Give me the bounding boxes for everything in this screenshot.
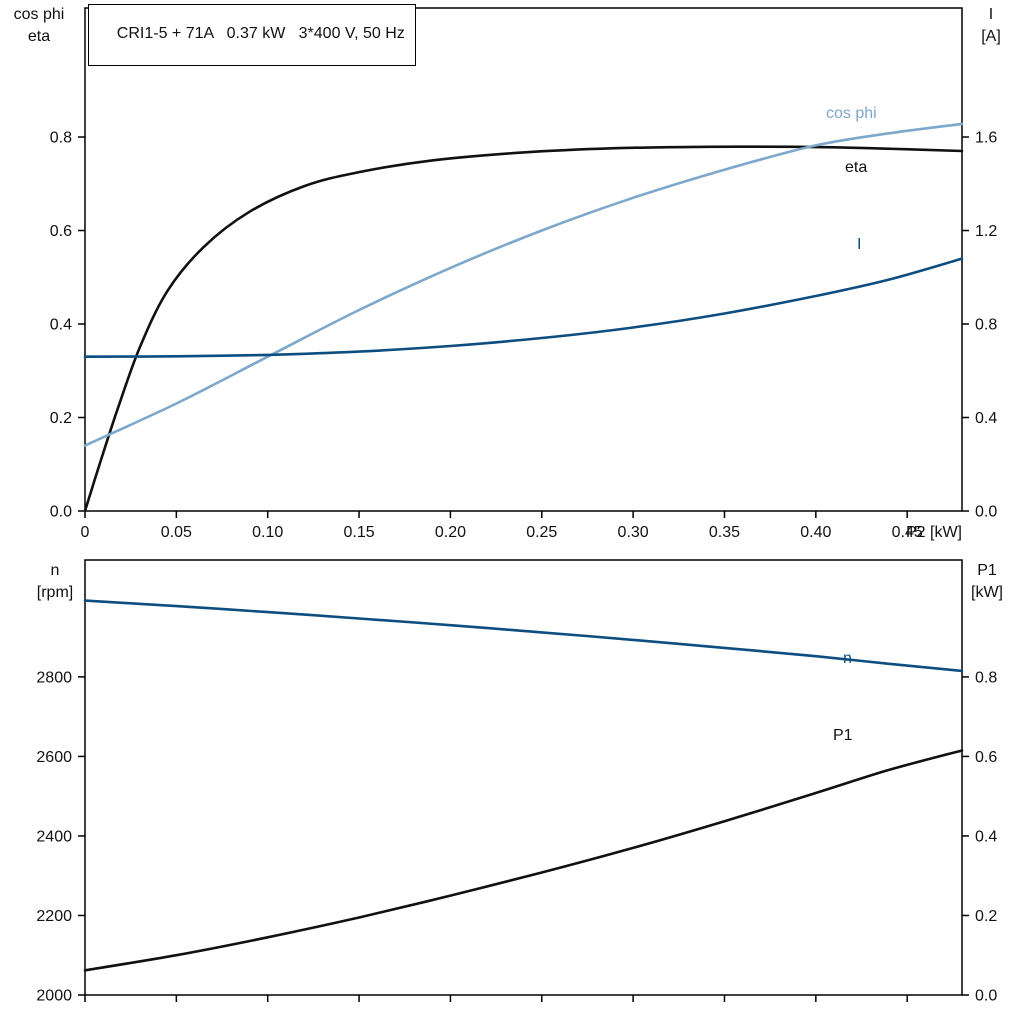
curve-cos-phi — [83, 122, 964, 447]
chart-title-box: CRI1-5 + 71A 0.37 kW 3*400 V, 50 Hz — [88, 4, 416, 66]
right-axis-label-line1: I — [988, 6, 994, 23]
plot-0-x-tick-label: 0.10 — [252, 524, 283, 541]
plot-1-right-tick-label: 0.0 — [975, 988, 997, 1005]
curve-n — [83, 599, 964, 673]
right-axis-label-line2: [A] — [981, 28, 1001, 45]
plot-0-x-tick-label: 0.20 — [435, 524, 466, 541]
plot-1-border — [84, 559, 963, 996]
x-axis-title: P2 [kW] — [906, 524, 962, 541]
curve-label-cos-phi: cos phi — [826, 105, 877, 122]
speed-axis-label-line1: n — [50, 562, 60, 579]
bottom-left-axis-label: n [rpm] — [20, 560, 90, 604]
plot-0-right-tick-label: 0.4 — [975, 410, 997, 427]
plot-0-left-tick-label: 0.4 — [50, 317, 72, 334]
plot-0-left-tick-label: 0.8 — [50, 130, 72, 147]
plot-0-right-tick-label: 1.6 — [975, 130, 997, 147]
plot-1-left-tick-label: 2800 — [36, 669, 72, 686]
plot-0-x-tick-label: 0.25 — [526, 524, 557, 541]
curve-label-P1: P1 — [833, 727, 853, 744]
plot-1-right-tick-label: 0.4 — [975, 828, 997, 845]
speed-axis-label-line2: [rpm] — [36, 584, 74, 601]
plot-0-x-tick-label: 0.35 — [709, 524, 740, 541]
plot-0-x-tick-label: 0.15 — [343, 524, 374, 541]
plot-0-x-tick-label: 0 — [81, 524, 90, 541]
top-right-axis-label: I [A] — [962, 4, 1020, 48]
plot-0-right-tick-label: 0.0 — [975, 504, 997, 521]
power-axis-label-line2: [kW] — [971, 584, 1003, 601]
curve-I — [83, 257, 964, 358]
plot-1-left-tick-label: 2400 — [36, 828, 72, 845]
plot-1-left-tick-label: 2200 — [36, 908, 72, 925]
power-axis-label-line1: P1 — [977, 562, 997, 579]
chart-title: CRI1-5 + 71A 0.37 kW 3*400 V, 50 Hz — [116, 25, 405, 42]
curve-label-eta: eta — [845, 159, 867, 176]
curve-label-n: n — [843, 650, 852, 667]
plot-1-left-tick-label: 2600 — [36, 749, 72, 766]
plot-1-right-tick-label: 0.2 — [975, 908, 997, 925]
left-axis-label-line1: cos phi — [13, 6, 65, 23]
left-axis-label-line2: eta — [27, 28, 51, 45]
top-left-axis-label: cos phi eta — [6, 4, 72, 48]
plot-0-right-tick-label: 1.2 — [975, 223, 997, 240]
plot-1-right-tick-label: 0.6 — [975, 749, 997, 766]
plot-1-right-tick-label: 0.8 — [975, 669, 997, 686]
plot-1-left-tick-label: 2000 — [36, 988, 72, 1005]
curve-eta — [83, 145, 964, 513]
plot-0-x-tick-label: 0.05 — [161, 524, 192, 541]
plot-0-x-tick-label: 0.40 — [800, 524, 831, 541]
plot-0-right-tick-label: 0.8 — [975, 317, 997, 334]
curve-P1 — [83, 749, 964, 972]
plot-0-x-tick-label: 0.45 — [892, 524, 923, 541]
curve-label-I: I — [857, 236, 861, 253]
plot-0-x-tick-label: 0.30 — [618, 524, 649, 541]
plot-0-border — [84, 7, 963, 512]
plot-0-left-tick-label: 0.2 — [50, 410, 72, 427]
plot-0-left-tick-label: 0.6 — [50, 223, 72, 240]
plot-0-left-tick-label: 0.0 — [50, 504, 72, 521]
bottom-right-axis-label: P1 [kW] — [956, 560, 1018, 604]
